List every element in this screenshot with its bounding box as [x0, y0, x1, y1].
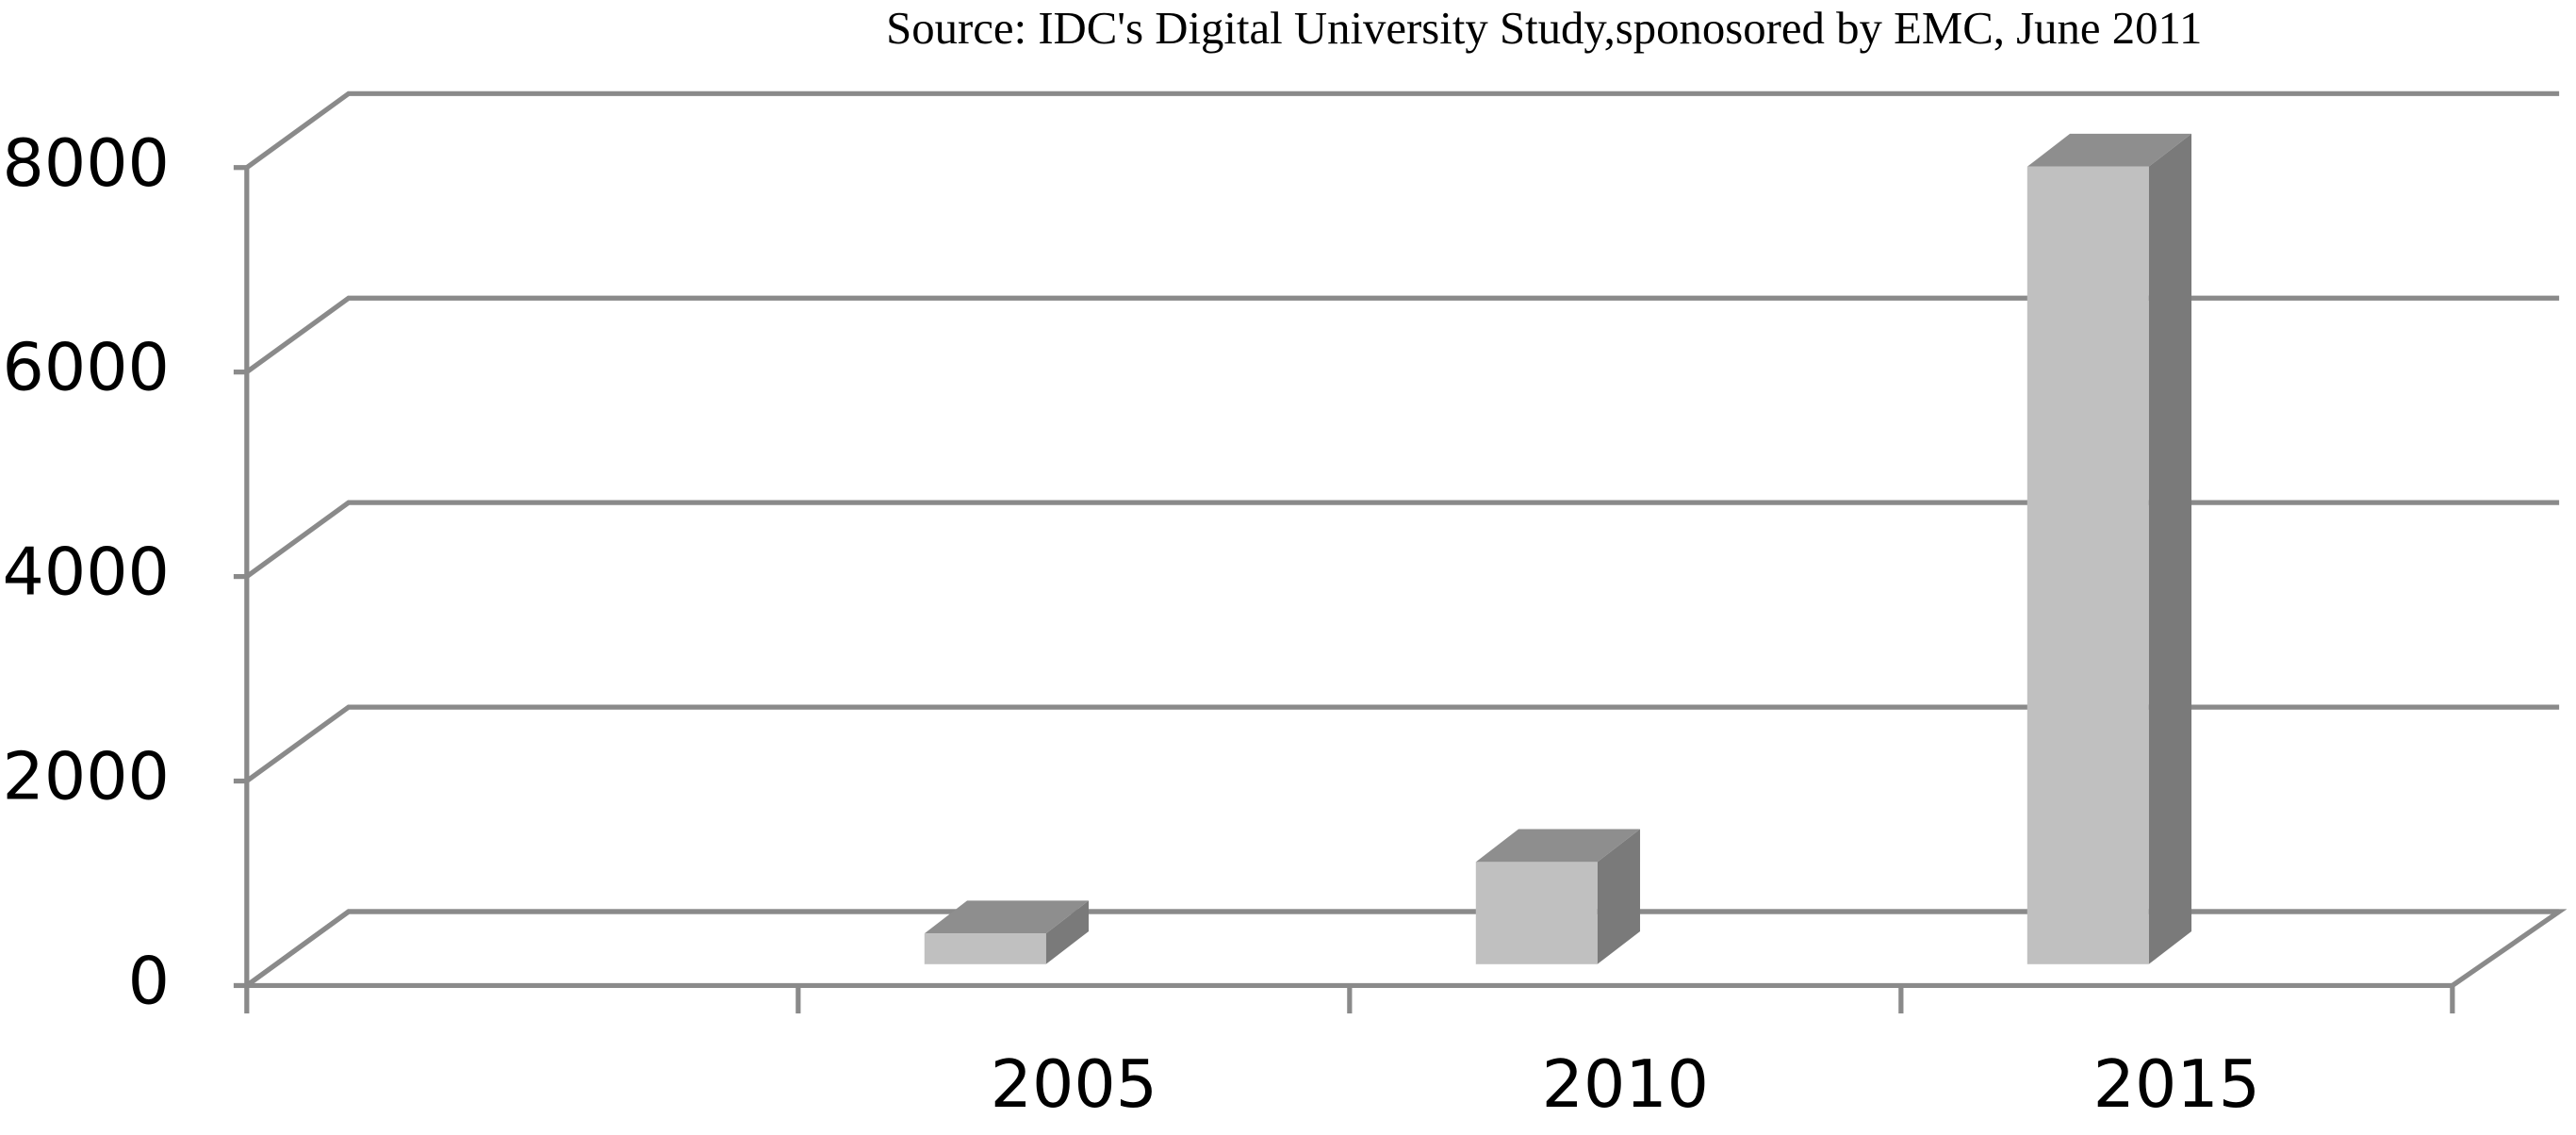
y-tick-label: 4000 — [3, 535, 170, 611]
x-tick-label: 2005 — [991, 1046, 1157, 1123]
x-tick-label: 2010 — [1542, 1046, 1709, 1123]
bar-side — [1597, 829, 1641, 964]
bar-top — [2026, 133, 2192, 167]
bar-top — [924, 900, 1090, 934]
bar-side — [2148, 133, 2192, 964]
x-tick-label: 2015 — [2093, 1046, 2260, 1123]
bar — [2026, 166, 2149, 964]
bar — [924, 933, 1046, 964]
bar-side — [1045, 900, 1090, 964]
grid-line — [245, 500, 2560, 579]
bar — [1475, 862, 1598, 964]
grid-line — [245, 909, 2560, 988]
floor-edge — [245, 909, 2568, 988]
y-tick-label: 2000 — [3, 739, 170, 815]
grid-line — [245, 704, 2560, 783]
chart-title: Source: IDC's Digital University Study,s… — [886, 3, 2202, 54]
y-tick-label: 8000 — [3, 125, 170, 202]
y-tick-label: 0 — [128, 943, 170, 1019]
grid-line — [245, 90, 2560, 170]
bar-top — [1475, 829, 1641, 863]
y-tick-label: 6000 — [3, 330, 170, 406]
grid-line — [245, 295, 2560, 374]
